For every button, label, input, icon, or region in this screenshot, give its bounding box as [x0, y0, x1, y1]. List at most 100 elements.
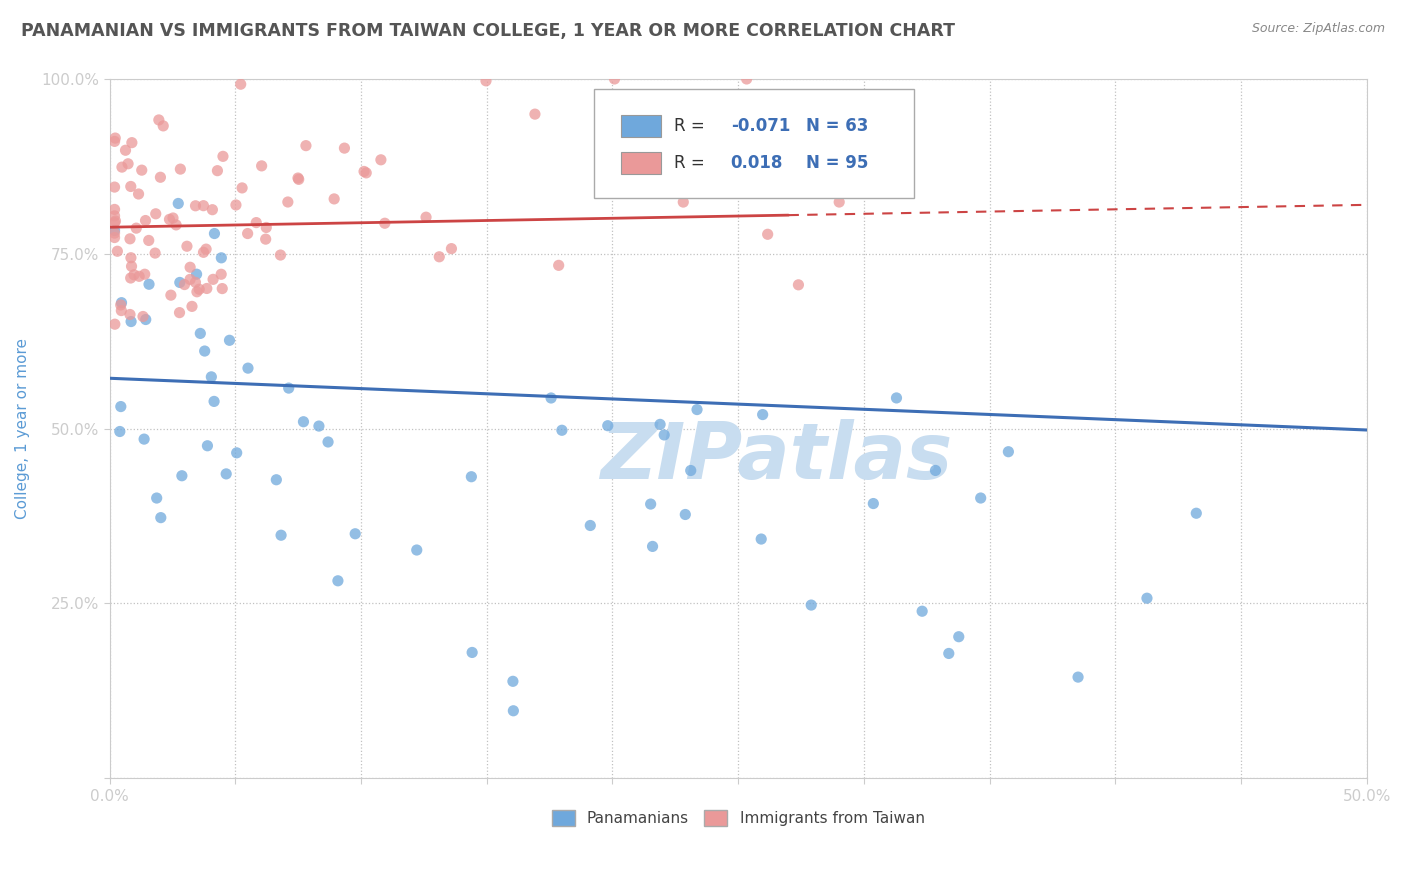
Point — [200, 369, 222, 384]
Point — [149, 170, 172, 185]
Point — [110, 303, 132, 318]
Text: Source: ZipAtlas.com: Source: ZipAtlas.com — [1251, 22, 1385, 36]
Point — [828, 195, 851, 210]
Point — [948, 630, 970, 644]
Point — [132, 432, 155, 446]
Point — [460, 469, 482, 483]
Point — [756, 227, 779, 242]
Point — [344, 526, 367, 541]
Point — [415, 210, 437, 224]
Point — [184, 276, 207, 290]
Point — [231, 181, 253, 195]
Point — [103, 180, 125, 194]
Point — [673, 508, 696, 522]
Point — [800, 598, 823, 612]
Point — [686, 402, 709, 417]
Text: -0.071: -0.071 — [731, 117, 790, 135]
Text: N = 95: N = 95 — [806, 154, 869, 172]
Point — [195, 281, 218, 295]
Point — [333, 141, 356, 155]
Point — [159, 212, 181, 227]
Point — [104, 214, 127, 228]
Point — [134, 267, 156, 281]
Point — [225, 198, 247, 212]
Point — [427, 250, 450, 264]
Point — [1067, 670, 1090, 684]
Point — [827, 92, 849, 106]
Point — [121, 260, 143, 274]
Point — [821, 155, 844, 169]
Point — [131, 163, 153, 178]
Point — [118, 308, 141, 322]
Point — [250, 159, 273, 173]
Legend: Panamanians, Immigrants from Taiwan: Panamanians, Immigrants from Taiwan — [544, 802, 932, 833]
Point — [269, 248, 291, 262]
Point — [787, 277, 810, 292]
Point — [277, 381, 299, 395]
Point — [641, 540, 664, 554]
Point — [169, 305, 191, 319]
Y-axis label: College, 1 year or more: College, 1 year or more — [15, 338, 30, 519]
Point — [218, 334, 240, 348]
Point — [475, 74, 498, 88]
Point — [236, 361, 259, 376]
Point — [169, 276, 191, 290]
Point — [162, 211, 184, 225]
Point — [103, 223, 125, 237]
Point — [111, 160, 134, 174]
Point — [440, 242, 463, 256]
Point — [134, 213, 156, 227]
Point — [188, 326, 211, 341]
Point — [128, 269, 150, 284]
Point — [652, 428, 675, 442]
Point — [970, 491, 993, 505]
Point — [596, 418, 619, 433]
Point — [188, 282, 211, 296]
Point — [316, 434, 339, 449]
Point — [103, 230, 125, 244]
Point — [679, 463, 702, 477]
Point — [104, 317, 127, 331]
Point — [110, 295, 132, 310]
Point — [374, 216, 396, 230]
Point — [287, 171, 309, 186]
Point — [125, 221, 148, 235]
Point — [165, 218, 187, 232]
FancyBboxPatch shape — [593, 89, 914, 198]
Point — [104, 135, 127, 149]
Point — [207, 163, 229, 178]
Point — [287, 172, 309, 186]
Point — [648, 417, 671, 432]
Point — [323, 192, 346, 206]
Point — [138, 277, 160, 292]
Point — [120, 271, 142, 285]
Point — [148, 112, 170, 127]
Point — [236, 227, 259, 241]
Point — [502, 674, 524, 689]
Point — [149, 510, 172, 524]
Point — [308, 419, 330, 434]
Point — [103, 209, 125, 223]
Point — [254, 220, 277, 235]
Point — [270, 528, 292, 542]
Text: 0.018: 0.018 — [731, 154, 783, 172]
Point — [672, 195, 695, 210]
Point — [110, 400, 132, 414]
Point — [117, 157, 139, 171]
Point — [186, 285, 208, 299]
Point — [195, 242, 218, 256]
Point — [862, 497, 884, 511]
Point — [103, 202, 125, 217]
Point — [211, 282, 233, 296]
Point — [551, 423, 574, 437]
Point — [173, 277, 195, 292]
Point — [540, 391, 562, 405]
Point — [143, 246, 166, 260]
Point — [277, 194, 299, 209]
Point — [938, 647, 960, 661]
Point — [640, 497, 662, 511]
Point — [1185, 506, 1208, 520]
Point — [911, 604, 934, 618]
Point — [128, 186, 150, 201]
Point — [197, 439, 219, 453]
